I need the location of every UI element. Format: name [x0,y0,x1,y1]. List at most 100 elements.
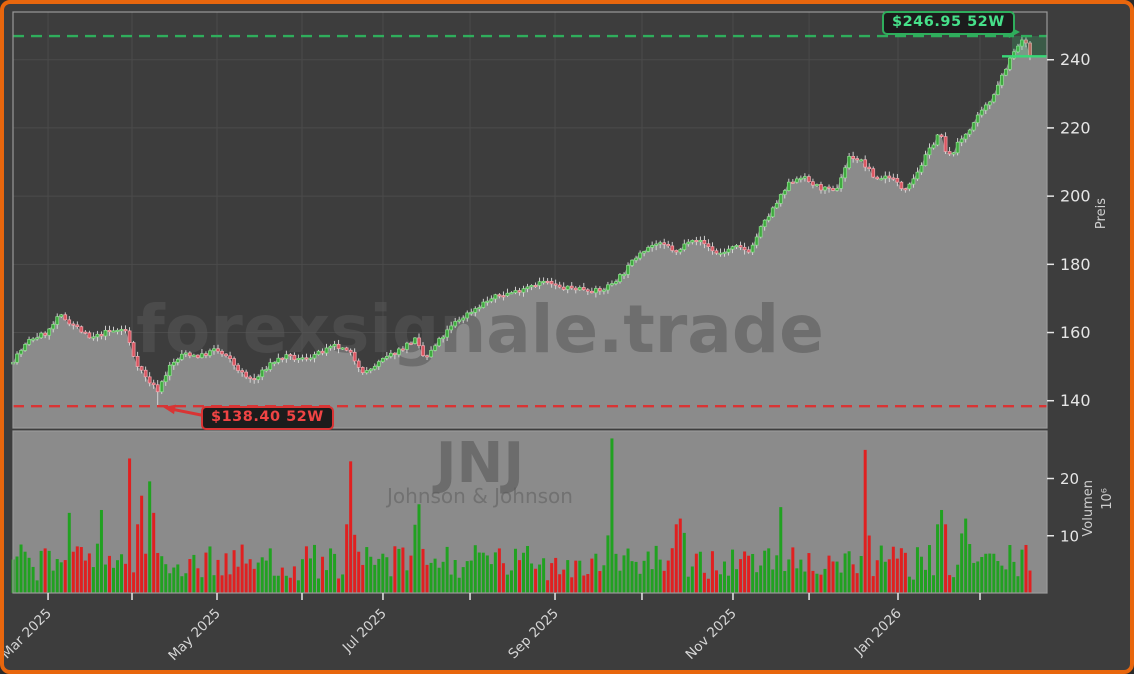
candle-body [151,382,156,386]
candle-body [549,280,554,285]
volume-bar [252,568,256,593]
volume-bar [220,575,224,593]
volume-bar [288,577,292,593]
candle-body [368,368,373,371]
volume-bar [554,557,558,593]
candle-body [79,326,84,333]
candle-body [461,317,466,321]
volume-bar [578,560,582,593]
candle-body [646,247,650,252]
candle-body [1008,57,1012,70]
volume-bar [337,578,341,593]
volume-series [11,438,1032,593]
candle-body [975,114,980,123]
volume-bar [461,567,465,593]
candle-body [666,244,671,247]
candle-body [344,347,349,351]
volume-bar [1020,549,1024,593]
candle-body [963,133,968,140]
candle-body [111,330,116,333]
candle-body [252,378,257,381]
volume-bar [923,569,927,593]
volume-bar [15,556,19,593]
volume-bar [919,556,923,593]
candle-body [188,352,192,357]
candle-body [155,384,160,393]
volume-bar [304,546,308,593]
candle-body [939,134,944,137]
volume-bar [373,564,377,593]
volume-bar [397,548,401,593]
volume-bar [891,546,895,593]
price-tick-label: 200 [1060,187,1091,206]
candle-body [610,283,614,286]
candle-body [790,181,795,184]
volume-tick-label: 20 [1060,470,1079,488]
volume-bar [530,563,534,593]
candle-body [51,324,56,330]
candle-body [131,342,136,357]
volume-bar [369,556,373,593]
candle-body [674,250,679,253]
volume-axis-title: Volumen [1081,480,1096,537]
candle-body [509,292,514,295]
candle-body [541,280,546,283]
candle-body [1016,45,1020,53]
volume-bar [240,544,244,593]
axes [12,11,1054,600]
volume-bar [610,438,614,593]
candle-body [336,343,341,349]
volume-bar [594,553,598,593]
candle-body [875,176,880,180]
volume-bar [855,573,859,593]
volume-bar [944,524,948,593]
candle-body [859,159,864,162]
candle-body [758,226,763,238]
candle-body [260,369,265,378]
volume-bar [996,561,1000,593]
candle-body [280,357,285,360]
candle-body [919,165,924,173]
high-zone-box [1012,36,1047,57]
volume-panel-spine [12,430,1048,594]
price-tick-label: 220 [1060,118,1091,137]
volume-bar [333,553,337,593]
candle-body [123,329,128,332]
candle-body [449,325,454,331]
volume-bar [739,559,743,593]
volume-bar [803,571,807,593]
volume-bar [972,562,976,593]
candle-body [115,329,120,332]
volume-bar [710,551,714,593]
candle-body [139,366,144,371]
candle-body [23,344,27,351]
candle-body [630,259,634,266]
volume-bar [184,573,188,593]
volume-bar [839,572,843,593]
volume-bar [292,566,296,593]
volume-bar [988,553,992,593]
volume-bar [120,554,124,593]
candle-body [433,345,437,351]
volume-bar [477,552,481,593]
volume-bar [727,575,731,593]
candle-body [618,274,622,283]
candle-body [638,252,642,259]
candle-body [521,288,526,293]
volume-bar [1028,570,1032,593]
candle-body [413,337,417,344]
volume-bar [614,553,618,593]
volume-bar [63,560,67,593]
candle-body [47,328,52,336]
candle-body [706,243,711,248]
candle-body [409,342,413,345]
candle-body [43,332,48,336]
volume-bar [847,551,851,593]
candle-body [750,244,755,253]
candle-body [183,352,188,355]
volume-bar [208,546,212,593]
x-tick-label: Mar 2025 [0,606,55,663]
volume-bar [722,561,726,593]
volume-bar [682,532,686,593]
candle-body [678,249,683,253]
